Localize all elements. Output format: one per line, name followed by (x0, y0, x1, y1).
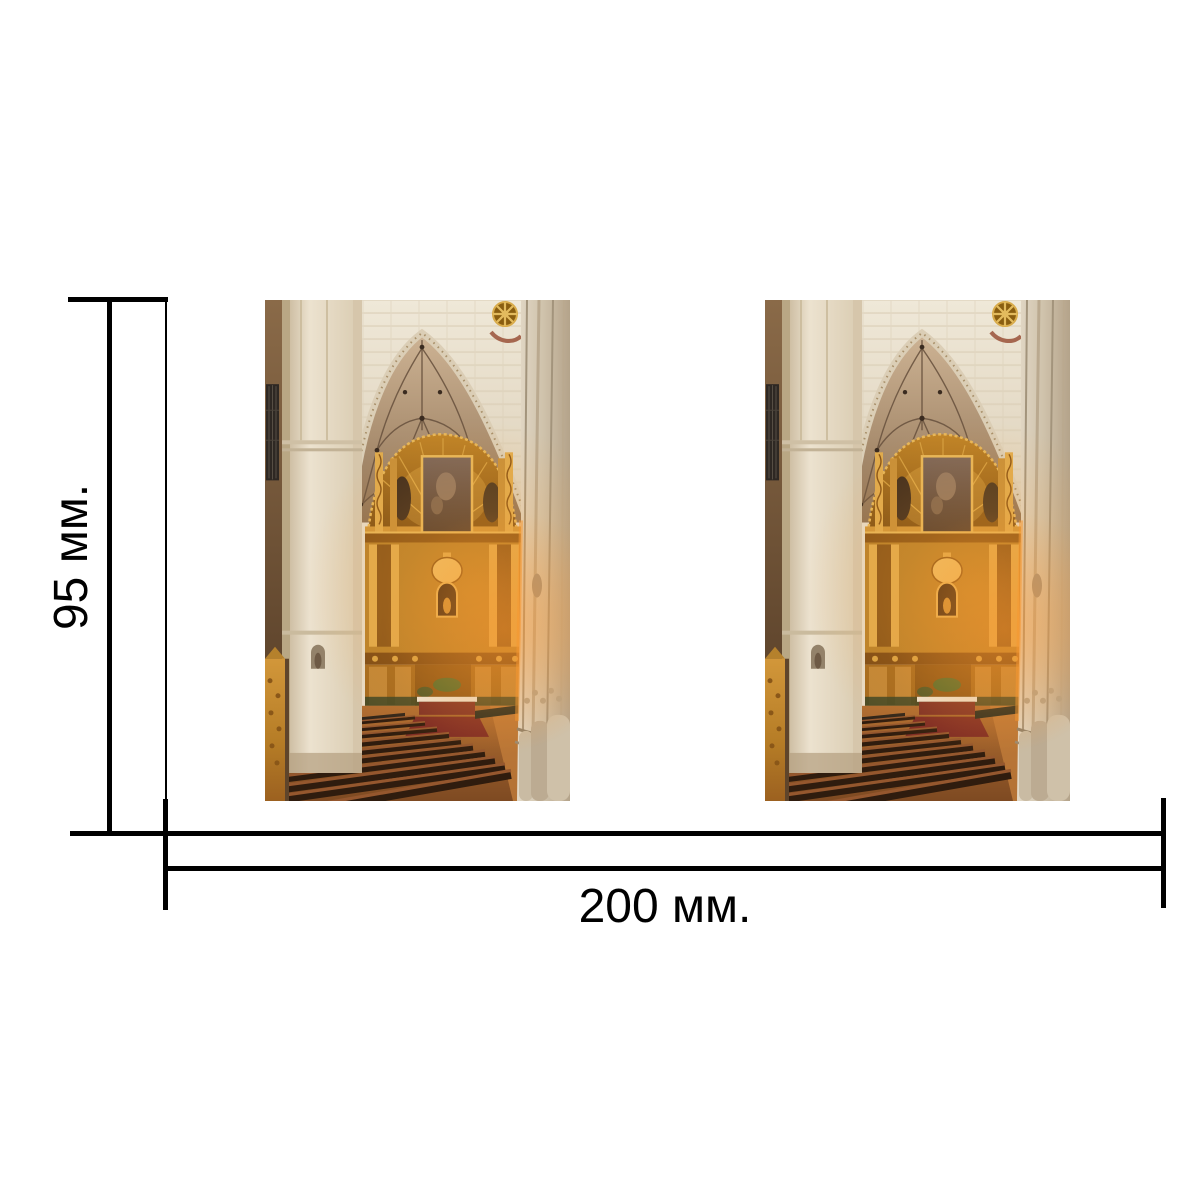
left-extension-tick (163, 799, 168, 910)
width-dimension-label: 200 мм. (578, 880, 752, 933)
height-dimension-label: 95 мм. (45, 483, 98, 631)
cathedral-photo-left (265, 300, 570, 801)
top-extension-tick (68, 297, 168, 302)
card-bottom-edge-line (70, 831, 1165, 836)
card-left-edge-line (165, 300, 167, 802)
horizontal-dimension-line (165, 866, 1165, 871)
cathedral-photo-right (765, 300, 1070, 801)
right-extension-tick (1161, 798, 1166, 908)
vertical-dimension-line (107, 297, 112, 836)
